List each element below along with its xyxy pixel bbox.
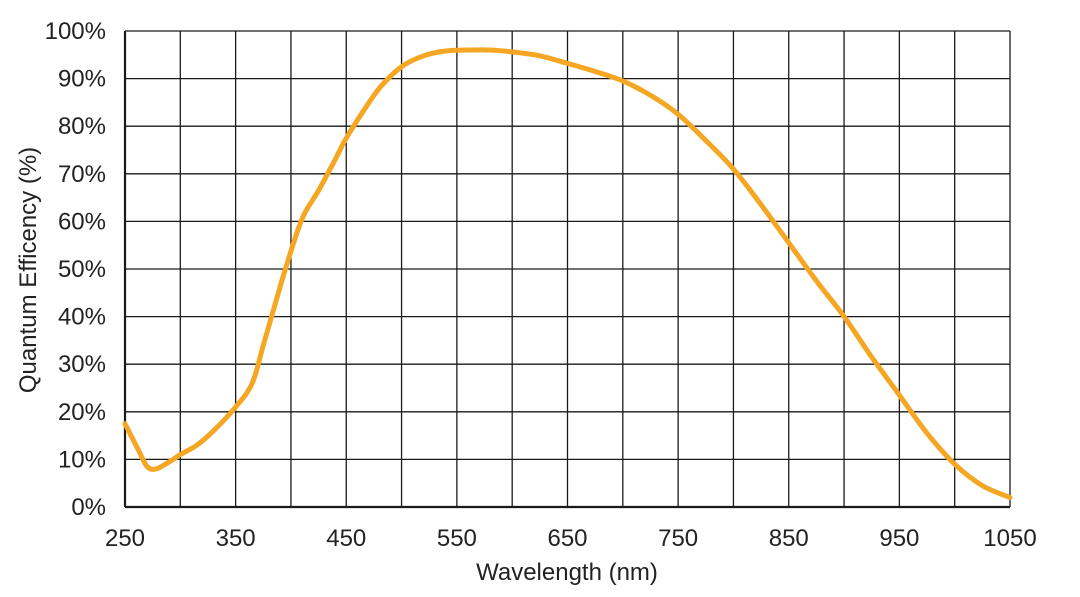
series-group (122, 47, 1013, 500)
x-tick-label: 550 (437, 525, 477, 552)
y-axis-title: Quantum Efficency (%) (15, 147, 42, 393)
y-tick-label: 100% (45, 18, 106, 45)
y-tick-label: 50% (58, 256, 106, 283)
y-tick-label: 80% (58, 113, 106, 140)
y-tick-label: 10% (58, 446, 106, 473)
y-tick-label: 90% (58, 66, 106, 93)
y-tick-label: 40% (58, 304, 106, 331)
y-tick-label: 0% (71, 494, 106, 521)
y-tick-label: 70% (58, 161, 106, 188)
y-tick-labels: 0% 10% 20% 30% 40% 50% 60% 70% 80% 90% 100% (45, 18, 106, 521)
x-tick-label: 850 (769, 525, 809, 552)
x-tick-label: 350 (216, 525, 256, 552)
x-tick-label: 250 (105, 525, 145, 552)
x-tick-labels: 250 350 450 550 650 750 850 950 1050 (105, 525, 1037, 552)
x-tick-label: 1050 (983, 525, 1036, 552)
x-axis-title: Wavelength (nm) (476, 559, 658, 586)
y-tick-label: 30% (58, 351, 106, 378)
x-tick-label: 450 (326, 525, 366, 552)
grid (124, 30, 1011, 508)
x-tick-label: 750 (658, 525, 698, 552)
y-tick-label: 20% (58, 399, 106, 426)
x-tick-label: 950 (879, 525, 919, 552)
quantum-efficiency-curve (122, 47, 1013, 500)
y-tick-label: 60% (58, 208, 106, 235)
x-tick-label: 650 (547, 525, 587, 552)
